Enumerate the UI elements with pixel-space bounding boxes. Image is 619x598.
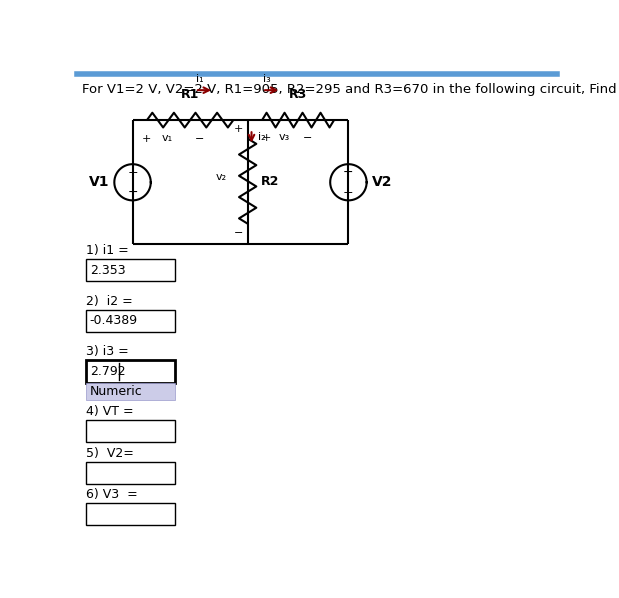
Text: 4) VT =: 4) VT =: [86, 405, 134, 418]
Text: 1) i1 =: 1) i1 =: [86, 244, 129, 257]
Text: -0.4389: -0.4389: [90, 315, 138, 327]
Text: i₁: i₁: [196, 74, 204, 84]
FancyBboxPatch shape: [86, 259, 175, 281]
Text: −: −: [195, 134, 204, 144]
Text: v₂: v₂: [216, 172, 227, 182]
Text: 2.353: 2.353: [90, 264, 126, 277]
FancyBboxPatch shape: [86, 503, 175, 525]
Text: +: +: [262, 133, 275, 143]
Text: R1: R1: [181, 88, 199, 101]
Text: −: −: [233, 228, 243, 238]
Text: +: +: [233, 124, 243, 135]
Text: R3: R3: [289, 88, 307, 101]
Text: −: −: [303, 133, 312, 143]
Text: 2.792: 2.792: [90, 365, 126, 378]
Text: 2)  i2 =: 2) i2 =: [86, 295, 132, 308]
Text: +: +: [343, 186, 353, 199]
Text: For V1=2 V, V2=2 V, R1=905, R2=295 and R3=670 in the following circuit, Find the: For V1=2 V, V2=2 V, R1=905, R2=295 and R…: [82, 83, 619, 96]
Text: 3) i3 =: 3) i3 =: [86, 346, 129, 358]
Text: +: +: [128, 166, 138, 179]
Text: v₃: v₃: [279, 132, 290, 142]
Text: −: −: [128, 186, 138, 199]
FancyBboxPatch shape: [86, 420, 175, 443]
FancyBboxPatch shape: [86, 310, 175, 332]
Text: V1: V1: [89, 175, 110, 190]
Text: R2: R2: [261, 175, 280, 188]
Text: v₁: v₁: [162, 133, 173, 143]
Text: V2: V2: [371, 175, 392, 190]
Text: i₃: i₃: [263, 74, 271, 84]
FancyBboxPatch shape: [86, 361, 175, 383]
Text: Numeric: Numeric: [90, 385, 142, 398]
Text: −: −: [343, 166, 353, 179]
FancyBboxPatch shape: [86, 462, 175, 484]
Text: i₂: i₂: [258, 132, 266, 142]
FancyBboxPatch shape: [86, 383, 175, 400]
Text: 5)  V2=: 5) V2=: [86, 447, 134, 460]
Text: 6) V3  =: 6) V3 =: [86, 488, 138, 501]
Text: +: +: [142, 134, 155, 144]
